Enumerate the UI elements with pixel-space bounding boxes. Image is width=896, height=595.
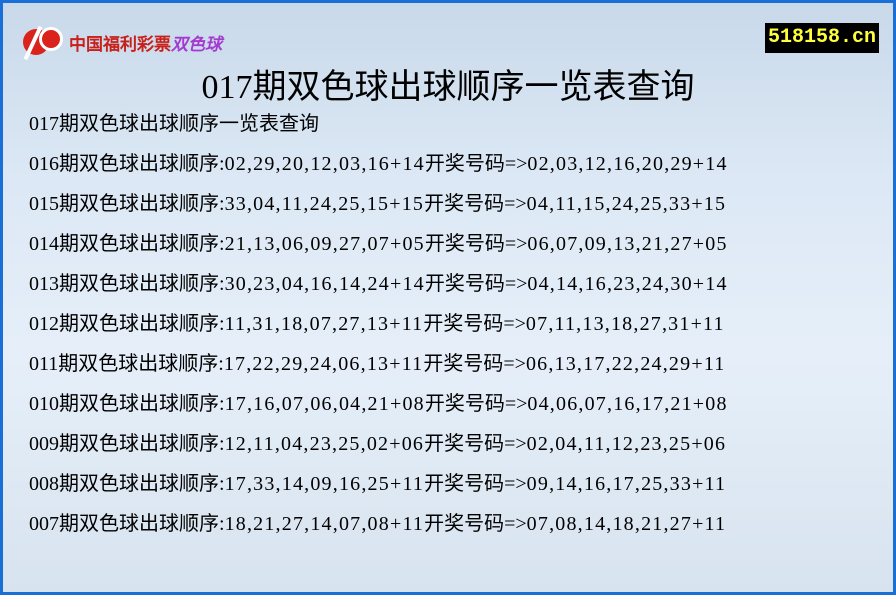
- order-numbers: 21,13,06,09,27,07+05: [224, 233, 425, 255]
- period: 008: [29, 473, 59, 495]
- period: 016: [29, 153, 59, 175]
- draw-numbers: 02,04,11,12,23,25+06: [526, 433, 727, 455]
- draw-label: 开奖号码=>: [424, 153, 528, 175]
- order-numbers: 17,16,07,06,04,21+08: [224, 393, 425, 415]
- draw-label: 开奖号码=>: [423, 313, 526, 335]
- draw-numbers: 06,13,17,22,24,29+11: [525, 353, 726, 375]
- order-label: 期双色球出球顺序:: [59, 393, 225, 415]
- draw-numbers: 06,07,09,13,21,27+05: [527, 233, 728, 255]
- order-label: 期双色球出球顺序:: [59, 233, 225, 255]
- result-row: 014期双色球出球顺序:21,13,06,09,27,07+05开奖号码=>06…: [29, 227, 728, 256]
- order-label: 期双色球出球顺序:: [59, 273, 225, 295]
- period: 011: [29, 353, 59, 375]
- page-subtitle: 017期双色球出球顺序一览表查询: [29, 113, 319, 135]
- site-badge: 518158.cn: [765, 23, 879, 53]
- order-numbers: 02,29,20,12,03,16+14: [224, 153, 425, 175]
- logo-text-main: 中国福利彩票: [69, 34, 171, 55]
- order-numbers: 11,31,18,07,27,13+11: [224, 313, 424, 335]
- order-label: 期双色球出球顺序:: [59, 193, 225, 215]
- draw-numbers: 04,06,07,16,17,21+08: [527, 393, 728, 415]
- result-row: 008期双色球出球顺序:17,33,14,09,16,25+11开奖号码=>09…: [29, 467, 726, 496]
- draw-label: 开奖号码=>: [424, 433, 527, 455]
- order-label: 期双色球出球顺序:: [59, 513, 225, 535]
- draw-label: 开奖号码=>: [423, 353, 526, 375]
- draw-label: 开奖号码=>: [424, 193, 527, 215]
- period: 014: [29, 233, 59, 255]
- order-label: 期双色球出球顺序:: [59, 153, 225, 175]
- draw-numbers: 02,03,12,16,20,29+14: [527, 153, 728, 175]
- order-numbers: 18,21,27,14,07,08+11: [224, 513, 425, 535]
- lottery-logo: 中国福利彩票双色球: [23, 25, 222, 61]
- result-row: 016期双色球出球顺序:02,29,20,12,03,16+14开奖号码=>02…: [29, 147, 728, 176]
- cwl-logo-icon: [23, 25, 65, 61]
- result-row: 011期双色球出球顺序:17,22,29,24,06,13+11开奖号码=>06…: [29, 347, 725, 376]
- result-row: 007期双色球出球顺序:18,21,27,14,07,08+11开奖号码=>07…: [29, 507, 726, 536]
- draw-label: 开奖号码=>: [424, 273, 528, 295]
- logo-text-accent: 双色球: [171, 34, 222, 55]
- result-row: 012期双色球出球顺序:11,31,18,07,27,13+11开奖号码=>07…: [29, 307, 725, 336]
- period: 015: [29, 193, 59, 215]
- draw-numbers: 07,08,14,18,21,27+11: [526, 513, 727, 535]
- order-label: 期双色球出球顺序:: [59, 473, 225, 495]
- result-row: 009期双色球出球顺序:12,11,04,23,25,02+06开奖号码=>02…: [29, 427, 726, 456]
- draw-numbers: 04,11,15,24,25,33+15: [526, 193, 727, 215]
- order-numbers: 33,04,11,24,25,15+15: [224, 193, 425, 215]
- result-row: 015期双色球出球顺序:33,04,11,24,25,15+15开奖号码=>04…: [29, 187, 726, 216]
- period: 012: [29, 313, 59, 335]
- draw-label: 开奖号码=>: [424, 393, 528, 415]
- order-numbers: 17,33,14,09,16,25+11: [224, 473, 425, 495]
- period: 013: [29, 273, 59, 295]
- order-label: 期双色球出球顺序:: [58, 353, 224, 375]
- draw-label: 开奖号码=>: [424, 233, 528, 255]
- result-row: 013期双色球出球顺序:30,23,04,16,14,24+14开奖号码=>04…: [29, 267, 728, 296]
- draw-numbers: 07,11,13,18,27,31+11: [525, 313, 725, 335]
- draw-numbers: 09,14,16,17,25,33+11: [526, 473, 727, 495]
- result-row: 010期双色球出球顺序:17,16,07,06,04,21+08开奖号码=>04…: [29, 387, 728, 416]
- period: 007: [29, 513, 59, 535]
- draw-label: 开奖号码=>: [424, 473, 527, 495]
- draw-label: 开奖号码=>: [424, 513, 527, 535]
- order-numbers: 30,23,04,16,14,24+14: [224, 273, 425, 295]
- order-numbers: 17,22,29,24,06,13+11: [223, 353, 424, 375]
- draw-numbers: 04,14,16,23,24,30+14: [527, 273, 728, 295]
- page-title: 017期双色球出球顺序一览表查询: [201, 69, 695, 106]
- order-label: 期双色球出球顺序:: [59, 313, 225, 335]
- period: 009: [29, 433, 59, 455]
- logo-text: 中国福利彩票双色球: [69, 30, 222, 55]
- period: 010: [29, 393, 59, 415]
- order-label: 期双色球出球顺序:: [59, 433, 225, 455]
- order-numbers: 12,11,04,23,25,02+06: [224, 433, 425, 455]
